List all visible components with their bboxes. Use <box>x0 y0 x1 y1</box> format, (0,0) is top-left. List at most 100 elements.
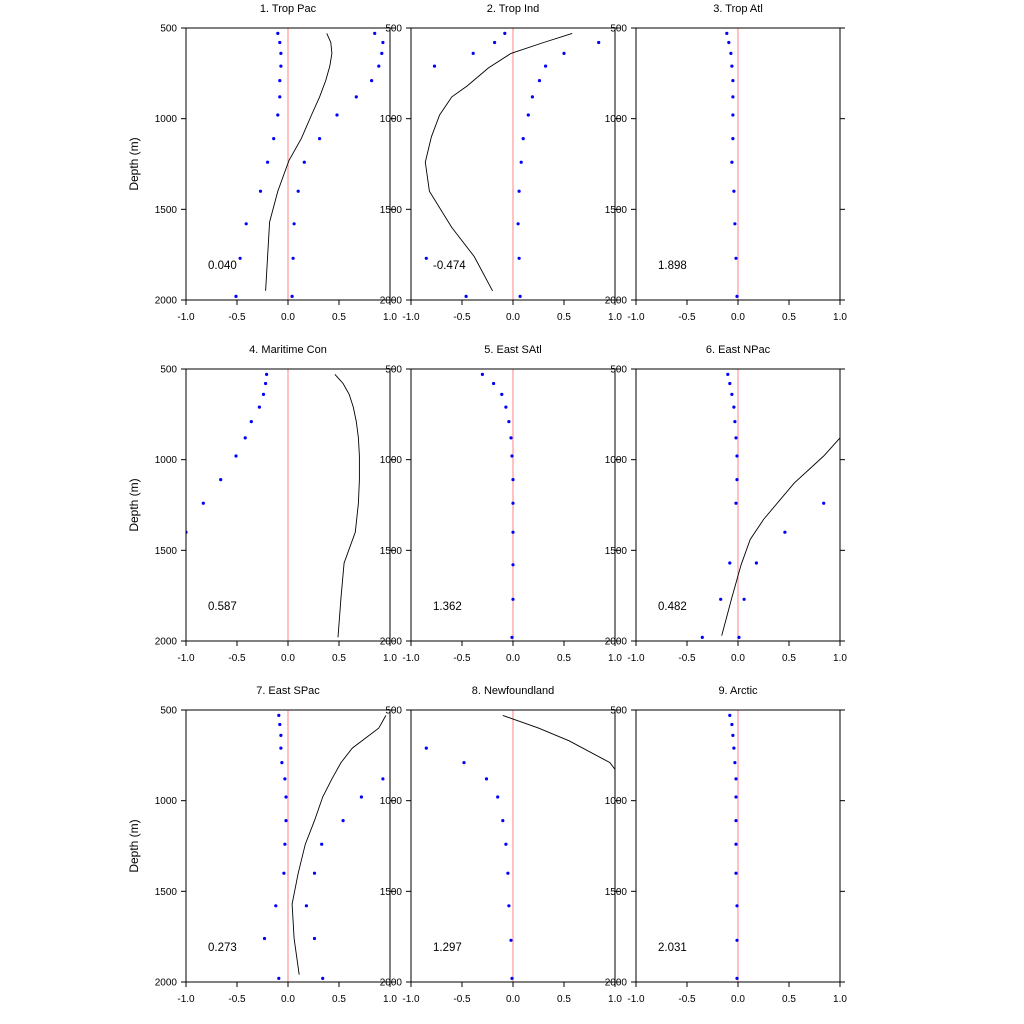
data-point <box>518 294 522 298</box>
data-point <box>726 372 730 376</box>
data-point <box>732 405 736 409</box>
data-point <box>380 51 384 56</box>
data-point <box>729 51 733 56</box>
data-point <box>735 976 739 981</box>
data-point <box>274 904 278 908</box>
profile-curve <box>502 714 615 771</box>
x-tick-label: -1.0 <box>177 994 195 1005</box>
x-tick-label: 0.0 <box>506 312 520 323</box>
data-point <box>516 222 520 226</box>
y-tick-label: 500 <box>610 365 627 376</box>
panel-statistic: 2.031 <box>658 942 687 954</box>
data-point <box>734 777 738 781</box>
data-point <box>283 842 287 846</box>
x-tick-label: -1.0 <box>177 312 195 323</box>
panel-statistic: 0.482 <box>658 601 687 613</box>
x-tick-label: 0.5 <box>557 653 571 664</box>
panel-statistic: 1.898 <box>658 260 687 272</box>
y-tick-label: 500 <box>160 706 177 717</box>
panel-title: 6. East NPac <box>706 344 771 356</box>
data-point <box>734 871 738 875</box>
panel-8: 8. Newfoundland 1.297 -1.0 -0.5 0.0 0.5 1.0 500… <box>380 685 623 1005</box>
data-point <box>731 95 735 99</box>
data-point <box>381 777 385 781</box>
y-tick-label: 1000 <box>605 796 628 807</box>
data-point <box>462 761 466 765</box>
data-point <box>238 256 242 260</box>
x-tick-label: -0.5 <box>228 653 246 664</box>
profile-curve <box>334 374 360 638</box>
data-point <box>234 294 238 298</box>
x-tick-label: 0.0 <box>281 994 295 1005</box>
data-point <box>276 113 280 117</box>
data-point <box>284 819 288 823</box>
panel-title: 2. Trop Ind <box>487 3 540 15</box>
profile-curve <box>424 32 573 292</box>
x-tick-label: 0.0 <box>506 653 520 664</box>
data-point <box>282 871 286 875</box>
data-point <box>730 64 734 68</box>
data-point <box>735 904 739 908</box>
data-point <box>730 722 734 727</box>
data-point <box>279 733 283 738</box>
y-axis-label: Depth (m) <box>127 478 141 531</box>
x-tick-label: -1.0 <box>177 653 195 664</box>
y-tick-label: 500 <box>610 706 627 717</box>
panel-1: 1. Trop Pac 0.040 -1.0 -0.5 0.0 0.5 1.0 500 1000… <box>127 3 397 323</box>
data-point <box>700 635 704 640</box>
y-tick-label: 1500 <box>380 546 403 557</box>
data-point <box>517 256 521 260</box>
panel-6: 6. East NPac 0.482 -1.0 -0.5 0.0 0.5 1.0 500 100… <box>605 344 848 664</box>
data-point <box>354 95 358 99</box>
data-point <box>504 405 508 409</box>
data-point <box>730 392 734 396</box>
data-point <box>733 420 737 424</box>
data-point <box>733 222 737 226</box>
data-point <box>234 454 238 458</box>
data-point <box>719 597 723 601</box>
data-point <box>735 294 739 298</box>
data-point <box>734 256 738 260</box>
data-point <box>509 938 513 942</box>
data-point <box>219 478 223 482</box>
x-tick-label: -1.0 <box>627 312 645 323</box>
panel-statistic: 0.273 <box>208 942 237 954</box>
data-point <box>503 31 507 35</box>
data-point <box>731 137 735 141</box>
panel-title: 4. Maritime Con <box>249 344 327 356</box>
x-tick-label: 0.0 <box>281 312 295 323</box>
data-point <box>278 95 282 99</box>
panel-9: 9. Arctic 2.031 -1.0 -0.5 0.0 0.5 1.0 500 1000 15… <box>605 685 848 1005</box>
data-point <box>732 746 736 750</box>
data-point <box>504 842 508 846</box>
data-point <box>500 392 504 396</box>
data-point <box>279 64 283 68</box>
panel-4: 4. Maritime Con 0.587 -1.0 -0.5 0.0 0.5 1.0 500… <box>127 344 397 664</box>
data-point <box>507 904 511 908</box>
data-point <box>730 160 734 164</box>
data-point <box>377 64 381 68</box>
data-point <box>506 871 510 875</box>
x-tick-label: -0.5 <box>678 312 696 323</box>
panel-title: 9. Arctic <box>718 685 758 697</box>
x-tick-label: 0.0 <box>506 994 520 1005</box>
data-point <box>562 51 566 56</box>
y-tick-label: 1000 <box>155 455 178 466</box>
data-point <box>733 761 737 765</box>
x-tick-label: -0.5 <box>678 653 696 664</box>
data-point <box>424 746 428 750</box>
x-tick-label: 0.5 <box>557 312 571 323</box>
y-tick-label: 1500 <box>605 887 628 898</box>
data-point <box>734 436 738 440</box>
y-tick-label: 1000 <box>380 455 403 466</box>
y-tick-label: 1000 <box>380 114 403 125</box>
profile-curve <box>721 437 840 636</box>
panel-title: 8. Newfoundland <box>472 685 555 697</box>
x-tick-label: -0.5 <box>453 653 471 664</box>
x-tick-label: -1.0 <box>402 994 420 1005</box>
x-tick-label: 1.0 <box>833 994 847 1005</box>
panel-statistic: 0.040 <box>208 260 237 272</box>
y-tick-label: 1500 <box>605 205 628 216</box>
y-tick-label: 1500 <box>380 205 403 216</box>
